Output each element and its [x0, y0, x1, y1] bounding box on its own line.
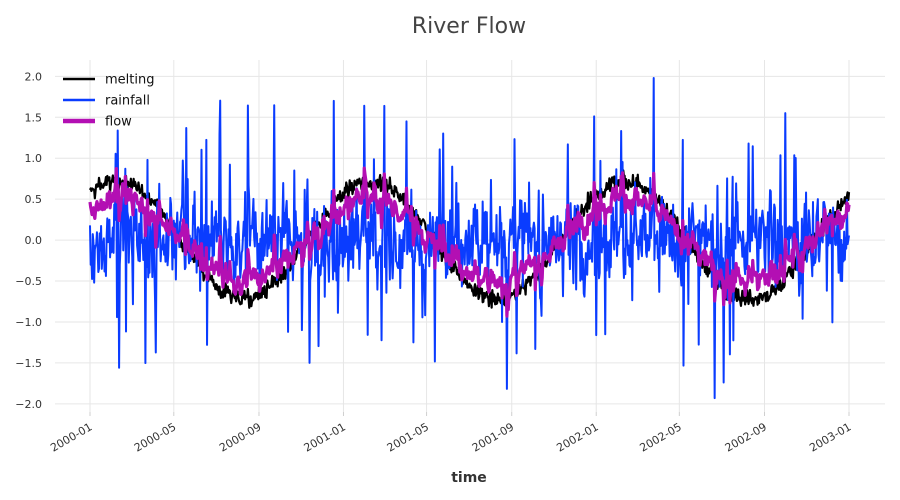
chart-title: River Flow: [412, 14, 526, 39]
y-tick-label: 1.5: [25, 111, 43, 124]
x-tick-label: 2002-09: [723, 420, 769, 454]
y-tick-label: −1.5: [15, 357, 42, 370]
y-tick-label: 0.5: [25, 193, 43, 206]
x-tick-label: 2000-01: [48, 420, 94, 454]
legend-label-rainfall: rainfall: [105, 94, 150, 109]
x-tick-label: 2003-01: [807, 420, 853, 454]
y-tick-label: 2.0: [25, 70, 43, 83]
y-tick-label: 0.0: [25, 234, 43, 247]
x-tick-label: 2001-01: [302, 420, 348, 454]
y-tick-label: −0.5: [15, 275, 42, 288]
y-tick-label: 1.0: [25, 152, 43, 165]
series-line-rainfall: [89, 77, 850, 400]
legend-label-melting: melting: [105, 73, 154, 88]
x-tick-label: 2002-01: [554, 420, 600, 454]
x-tick-label: 2002-05: [638, 420, 684, 454]
series-line-flow: [88, 166, 851, 318]
x-tick-label: 2000-05: [132, 420, 178, 454]
y-tick-label: −2.0: [15, 398, 42, 411]
x-axis-label: time: [451, 470, 487, 486]
x-tick-label: 2001-09: [470, 420, 516, 454]
legend-label-flow: flow: [105, 115, 132, 130]
x-tick-label: 2001-05: [385, 420, 431, 454]
y-tick-label: −1.0: [15, 316, 42, 329]
x-tick-label: 2000-09: [217, 420, 263, 454]
